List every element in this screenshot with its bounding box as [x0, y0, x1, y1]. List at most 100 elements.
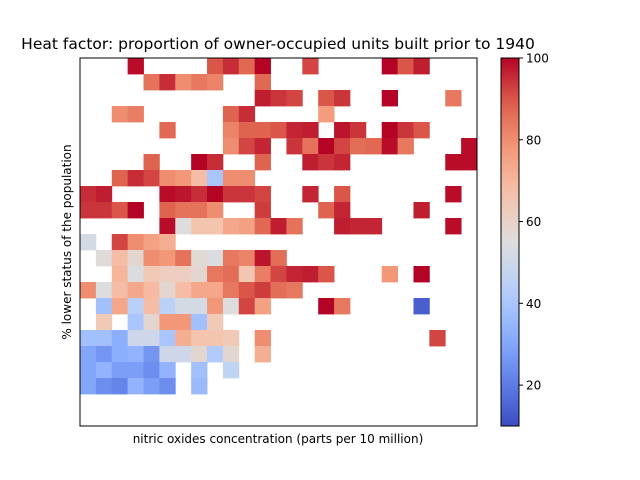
heatmap-cell	[80, 362, 97, 379]
heatmap-cell	[127, 234, 144, 251]
heatmap-cell	[175, 314, 192, 331]
heatmap-cell	[143, 362, 160, 379]
heatmap-cell	[95, 186, 113, 203]
heatmap-cell	[207, 298, 224, 315]
heatmap-cell	[318, 202, 335, 219]
heatmap-cells	[80, 58, 478, 395]
heatmap-cell	[429, 330, 446, 347]
heatmap-cell	[191, 330, 208, 347]
heatmap-cell	[95, 362, 113, 379]
heatmap-cell	[111, 106, 129, 123]
heatmap-cell	[111, 170, 129, 187]
heatmap-cell	[95, 330, 113, 347]
heatmap-cell	[191, 170, 208, 187]
heatmap-cell	[111, 202, 129, 219]
heatmap-cell	[334, 186, 351, 203]
heatmap-cell	[143, 170, 160, 187]
heatmap-cell	[207, 282, 224, 299]
heatmap-cell	[111, 266, 129, 283]
heatmap-cell	[349, 122, 367, 139]
heatmap-cell	[222, 346, 240, 363]
heatmap-cell	[270, 218, 287, 235]
heatmap-cell	[334, 154, 351, 171]
heatmap-cell	[127, 250, 144, 267]
heatmap-cell	[175, 266, 192, 283]
heatmap-cell	[445, 186, 462, 203]
heatmap-cell	[191, 154, 208, 171]
heatmap-cell	[175, 298, 192, 315]
heatmap-cell	[222, 266, 240, 283]
heatmap-cell	[127, 362, 144, 379]
heatmap-cell	[318, 154, 335, 171]
colorbar-tick-label: 100	[526, 52, 549, 66]
heatmap-cell	[111, 282, 129, 299]
heatmap-cell	[207, 314, 224, 331]
heatmap-cell	[143, 234, 160, 251]
heatmap-cell	[159, 330, 176, 347]
heatmap-cell	[95, 314, 113, 331]
heatmap-cell	[238, 106, 256, 123]
heatmap-cell	[238, 58, 256, 75]
heatmap-cell	[143, 314, 160, 331]
heatmap-cell	[159, 218, 176, 235]
heatmap-cell	[95, 346, 113, 363]
heatmap-cell	[111, 346, 129, 363]
heatmap-cell	[222, 282, 240, 299]
heatmap-cell	[127, 106, 144, 123]
heatmap-cell	[80, 202, 97, 219]
heatmap-cell	[254, 330, 271, 347]
heatmap-cell	[111, 362, 129, 379]
heatmap-cell	[254, 218, 271, 235]
heatmap-cell	[302, 186, 319, 203]
heatmap-cell	[127, 314, 144, 331]
heatmap-cell	[318, 90, 335, 107]
colorbar-ticks: 20 40 60 80 100	[519, 52, 549, 393]
colorbar-tick-label: 80	[526, 133, 541, 147]
heatmap-cell	[318, 298, 335, 315]
heatmap-cell	[143, 154, 160, 171]
heatmap-cell	[461, 154, 478, 171]
heatmap-cell	[159, 362, 176, 379]
chart-title: Heat factor: proportion of owner-occupie…	[21, 35, 535, 53]
heatmap-cell	[254, 250, 271, 267]
heatmap-cell	[286, 218, 303, 235]
heatmap-cell	[191, 202, 208, 219]
heatmap-cell	[191, 314, 208, 331]
heatmap-cell	[286, 90, 303, 107]
heatmap-cell	[95, 202, 113, 219]
heatmap-cell	[381, 266, 398, 283]
heatmap-cell	[111, 298, 129, 315]
colorbar	[500, 57, 520, 427]
heatmap-cell	[334, 218, 351, 235]
heatmap-cell	[238, 186, 256, 203]
heatmap-cell	[80, 378, 97, 395]
heatmap-cell	[111, 250, 129, 267]
heatmap-cell	[207, 266, 224, 283]
heatmap-cell	[127, 58, 144, 75]
heatmap-cell	[238, 170, 256, 187]
heatmap-cell	[159, 346, 176, 363]
heatmap-cell	[207, 250, 224, 267]
heatmap-cell	[222, 330, 240, 347]
heatmap-cell	[334, 298, 351, 315]
heatmap-cell	[461, 138, 478, 155]
heatmap-cell	[413, 298, 430, 315]
heatmap-cell	[175, 186, 192, 203]
heatmap-cell	[413, 266, 430, 283]
heatmap-cell	[143, 298, 160, 315]
heatmap-cell	[286, 122, 303, 139]
heatmap-cell	[222, 218, 240, 235]
heatmap-cell	[159, 378, 176, 395]
heatmap-cell	[445, 218, 462, 235]
heatmap-cell	[286, 138, 303, 155]
heatmap-cell	[191, 186, 208, 203]
heatmap-cell	[143, 346, 160, 363]
heatmap-cell	[127, 170, 144, 187]
heatmap-cell	[413, 202, 430, 219]
heatmap-cell	[254, 154, 271, 171]
heatmap-cell	[222, 106, 240, 123]
heatmap-cell	[302, 122, 319, 139]
heatmap-cell	[175, 74, 192, 91]
heatmap-cell	[334, 122, 351, 139]
heatmap-cell	[207, 202, 224, 219]
